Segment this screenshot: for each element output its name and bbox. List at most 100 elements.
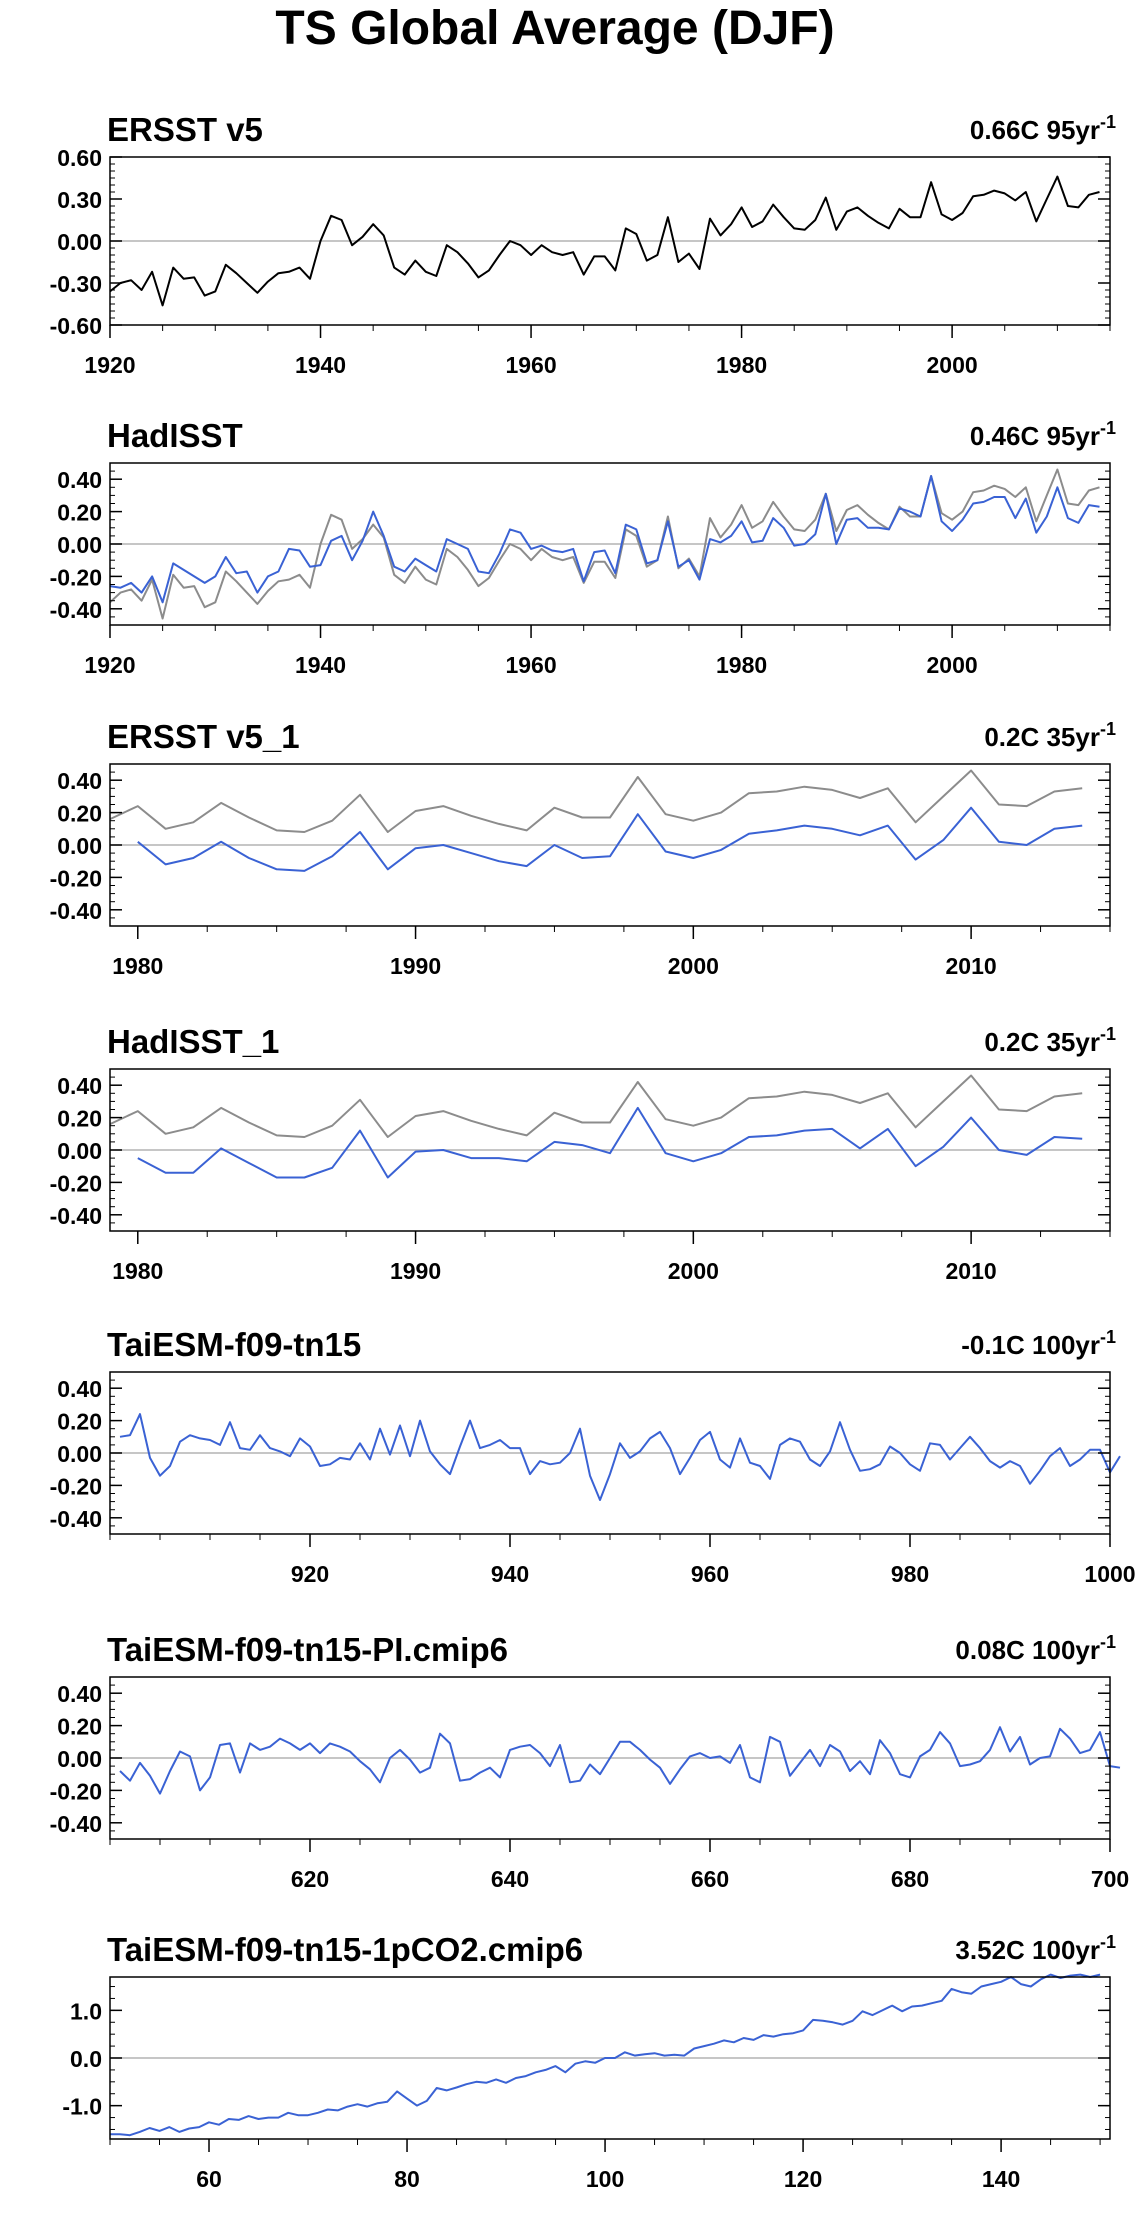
x-tick-label: 80 bbox=[394, 2166, 420, 2192]
y-tick-label: 0.00 bbox=[57, 1138, 102, 1164]
x-tick-label: 1960 bbox=[505, 352, 556, 378]
panel-6: TaiESM-f09-tn15-1pCO2.cmip6 3.52C 100yr-1… bbox=[62, 1931, 1116, 2192]
x-tick-label: 960 bbox=[691, 1561, 729, 1587]
x-tick-label: 620 bbox=[291, 1866, 329, 1892]
y-tick-label: 0.40 bbox=[57, 1073, 102, 1099]
x-tick-label: 1940 bbox=[295, 352, 346, 378]
x-tick-label: 2000 bbox=[668, 953, 719, 979]
y-tick-label: 0.20 bbox=[57, 1409, 102, 1435]
x-tick-label: 680 bbox=[891, 1866, 929, 1892]
x-tick-label: 1990 bbox=[390, 1258, 441, 1284]
panel-1: HadISST 0.46C 95yr-1 0.40 0.20 0.00 -0.20 -0.4… bbox=[50, 417, 1116, 678]
y-tick-label: 0.00 bbox=[57, 229, 102, 255]
panel-title: TaiESM-f09-tn15-PI.cmip6 bbox=[107, 1631, 508, 1668]
trend-label-sup: -1 bbox=[1100, 418, 1116, 438]
trend-label-sup: -1 bbox=[1100, 1024, 1116, 1044]
series-line-1 bbox=[109, 475, 1100, 604]
trend-label: 0.08C 100yr-1 bbox=[955, 1632, 1116, 1665]
x-tick-label: 940 bbox=[491, 1561, 529, 1587]
x-tick-label: 1000 bbox=[1084, 1561, 1135, 1587]
y-tick-label: 0.00 bbox=[57, 1746, 102, 1772]
trend-label-text: 3.52C 100yr bbox=[955, 1935, 1100, 1965]
trend-label: 0.2C 35yr-1 bbox=[984, 719, 1116, 752]
y-tick-label: 0.40 bbox=[57, 467, 102, 493]
x-tick-label: 1940 bbox=[295, 652, 346, 678]
trend-label-text: -0.1C 100yr bbox=[961, 1330, 1100, 1360]
trend-label: 0.2C 35yr-1 bbox=[984, 1024, 1116, 1057]
panel-title: HadISST_1 bbox=[107, 1023, 279, 1060]
trend-label-text: 0.2C 35yr bbox=[984, 1027, 1100, 1057]
y-tick-label: -0.40 bbox=[50, 1506, 102, 1532]
panel-3: HadISST_1 0.2C 35yr-1 0.40 0.20 0.00 -0.20 -0.… bbox=[50, 1023, 1116, 1284]
x-tick-label: 1980 bbox=[112, 953, 163, 979]
x-tick-label: 700 bbox=[1091, 1866, 1129, 1892]
trend-label-text: 0.2C 35yr bbox=[984, 722, 1100, 752]
y-tick-label: 0.0 bbox=[70, 2046, 102, 2072]
y-tick-label: -0.40 bbox=[50, 597, 102, 623]
x-tick-label: 2010 bbox=[946, 1258, 997, 1284]
trend-label-text: 0.46C 95yr bbox=[970, 421, 1100, 451]
y-tick-label: -0.20 bbox=[50, 1170, 102, 1196]
y-tick-label: 1.0 bbox=[70, 1998, 102, 2024]
y-tick-label: -1.0 bbox=[62, 2094, 102, 2120]
panel-title: TaiESM-f09-tn15 bbox=[107, 1326, 361, 1363]
x-tick-label: 1980 bbox=[716, 352, 767, 378]
y-tick-label: 0.20 bbox=[57, 1106, 102, 1132]
x-tick-label: 920 bbox=[291, 1561, 329, 1587]
trend-label-sup: -1 bbox=[1100, 1632, 1116, 1652]
y-tick-label: 0.20 bbox=[57, 1714, 102, 1740]
y-tick-label: 0.40 bbox=[57, 768, 102, 794]
x-tick-label: 120 bbox=[784, 2166, 822, 2192]
x-tick-label: 100 bbox=[586, 2166, 624, 2192]
x-tick-label: 660 bbox=[691, 1866, 729, 1892]
x-tick-label: 60 bbox=[196, 2166, 222, 2192]
trend-label-sup: -1 bbox=[1100, 719, 1116, 739]
y-tick-label: -0.20 bbox=[50, 865, 102, 891]
panel-title: ERSST v5 bbox=[107, 111, 263, 148]
trend-label: 0.66C 95yr-1 bbox=[970, 112, 1116, 145]
x-tick-label: 1980 bbox=[112, 1258, 163, 1284]
y-tick-label: -0.20 bbox=[50, 1778, 102, 1804]
x-tick-label: 1960 bbox=[505, 652, 556, 678]
x-tick-label: 2000 bbox=[927, 652, 978, 678]
series-line-0 bbox=[110, 1973, 1101, 2137]
trend-label: 0.46C 95yr-1 bbox=[970, 418, 1116, 451]
panel-4: TaiESM-f09-tn15 -0.1C 100yr-1 0.40 0.20 0.00… bbox=[50, 1326, 1136, 1587]
y-tick-label: -0.60 bbox=[50, 313, 102, 339]
y-tick-label: -0.40 bbox=[50, 1811, 102, 1837]
series-line-0 bbox=[119, 1413, 1121, 1501]
panel-title: HadISST bbox=[107, 417, 243, 454]
figure-title: TS Global Average (DJF) bbox=[275, 2, 834, 55]
series-line-0 bbox=[109, 1074, 1083, 1138]
series-line-1 bbox=[137, 806, 1083, 872]
y-tick-label: 0.60 bbox=[57, 145, 102, 171]
trend-label-sup: -1 bbox=[1100, 1327, 1116, 1347]
x-tick-label: 1920 bbox=[84, 652, 135, 678]
y-tick-label: 0.20 bbox=[57, 500, 102, 526]
series-line-0 bbox=[109, 769, 1083, 833]
series-line-0 bbox=[109, 175, 1100, 307]
y-tick-label: -0.20 bbox=[50, 564, 102, 590]
y-tick-label: -0.30 bbox=[50, 271, 102, 297]
y-tick-label: -0.40 bbox=[50, 1203, 102, 1229]
x-tick-label: 2000 bbox=[668, 1258, 719, 1284]
y-tick-label: -0.20 bbox=[50, 1473, 102, 1499]
trend-label-text: 0.66C 95yr bbox=[970, 115, 1100, 145]
trend-label-sup: -1 bbox=[1100, 112, 1116, 132]
x-tick-label: 2010 bbox=[946, 953, 997, 979]
y-tick-label: 0.00 bbox=[57, 833, 102, 859]
panel-5: TaiESM-f09-tn15-PI.cmip6 0.08C 100yr-1 0.4… bbox=[50, 1631, 1130, 1892]
trend-label: -0.1C 100yr-1 bbox=[961, 1327, 1116, 1360]
x-tick-label: 140 bbox=[982, 2166, 1020, 2192]
trend-label: 3.52C 100yr-1 bbox=[955, 1932, 1116, 1965]
x-tick-label: 1990 bbox=[390, 953, 441, 979]
trend-label-text: 0.08C 100yr bbox=[955, 1635, 1100, 1665]
y-tick-label: 0.40 bbox=[57, 1376, 102, 1402]
series-line-1 bbox=[137, 1106, 1083, 1179]
x-tick-label: 2000 bbox=[927, 352, 978, 378]
y-tick-label: 0.40 bbox=[57, 1681, 102, 1707]
panel-title: ERSST v5_1 bbox=[107, 718, 300, 755]
y-tick-label: 0.30 bbox=[57, 187, 102, 213]
trend-label-sup: -1 bbox=[1100, 1932, 1116, 1952]
